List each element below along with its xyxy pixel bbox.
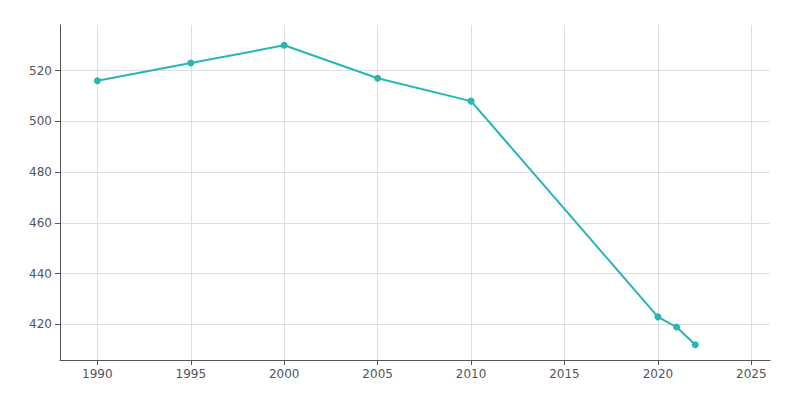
svg-text:2025: 2025 bbox=[736, 367, 767, 381]
svg-text:2010: 2010 bbox=[456, 367, 487, 381]
svg-text:2020: 2020 bbox=[643, 367, 674, 381]
svg-text:1990: 1990 bbox=[82, 367, 113, 381]
svg-text:1995: 1995 bbox=[176, 367, 207, 381]
svg-text:460: 460 bbox=[29, 216, 52, 230]
svg-text:480: 480 bbox=[29, 165, 52, 179]
svg-text:500: 500 bbox=[29, 114, 52, 128]
svg-text:440: 440 bbox=[29, 267, 52, 281]
svg-text:2005: 2005 bbox=[362, 367, 393, 381]
svg-text:420: 420 bbox=[29, 317, 52, 331]
svg-text:520: 520 bbox=[29, 64, 52, 78]
svg-text:2015: 2015 bbox=[549, 367, 580, 381]
svg-text:2000: 2000 bbox=[269, 367, 300, 381]
